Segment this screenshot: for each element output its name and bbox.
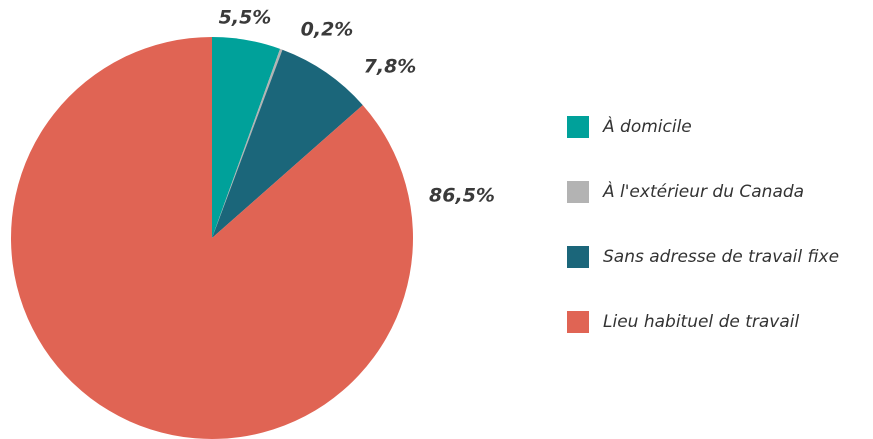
pie-slice	[10, 37, 413, 439]
legend-swatch	[567, 311, 589, 333]
legend-swatch	[567, 246, 589, 268]
legend-swatch	[567, 116, 589, 138]
data-label: 7,8%	[364, 56, 417, 78]
data-label: 0,2%	[301, 19, 354, 41]
legend-label: Sans adresse de travail fixe	[603, 247, 839, 267]
legend-label: Lieu habituel de travail	[603, 312, 799, 332]
pie-slice	[212, 49, 363, 238]
legend-label: À l'extérieur du Canada	[602, 180, 804, 202]
data-label: 86,5%	[429, 185, 495, 207]
pie-slice	[212, 48, 283, 238]
pie-slice	[212, 37, 281, 238]
legend-swatch	[567, 181, 589, 203]
data-label: 5,5%	[219, 7, 272, 29]
legend-label: À domicile	[602, 115, 692, 137]
